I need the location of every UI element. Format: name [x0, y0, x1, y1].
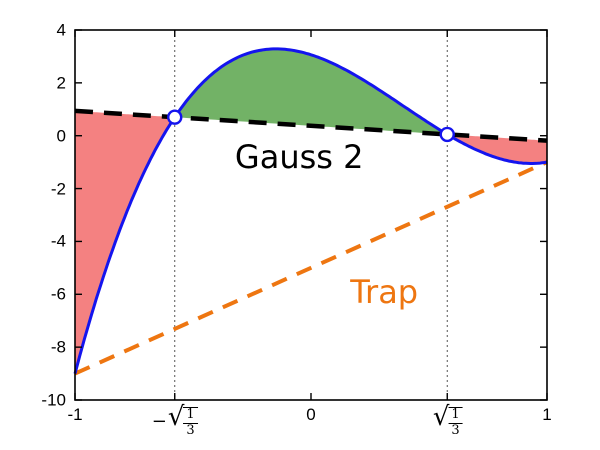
error-region-left-red — [75, 110, 175, 374]
x-tick-label: √ 1 3 — [432, 404, 463, 439]
y-tick-label: -2 — [50, 179, 66, 199]
trap-line — [74, 160, 548, 376]
gauss2-label: Gauss 2 — [234, 137, 364, 176]
function-curve — [73, 47, 548, 374]
error-region-right-red — [447, 134, 547, 164]
gauss-point-marker — [439, 126, 455, 143]
y-tick-label: 2 — [56, 73, 66, 93]
x-tick-label: -1 — [67, 405, 83, 424]
y-tick-label: 0 — [56, 126, 66, 146]
x-tick-label: − √ 1 3 — [152, 404, 198, 439]
y-tick-label: -8 — [50, 337, 66, 357]
y-tick-label: 4 — [56, 20, 66, 40]
trap-label: Trap — [350, 272, 419, 311]
gauss-point-marker — [167, 109, 183, 125]
y-tick-label: -4 — [50, 231, 66, 251]
y-tick-label: -10 — [41, 390, 66, 410]
y-tick-label: -6 — [50, 284, 66, 304]
x-tick-label: 0 — [306, 405, 316, 424]
gauss2-line — [74, 108, 548, 143]
x-tick-label: 1 — [542, 405, 552, 424]
excess-region-middle-green — [174, 48, 448, 135]
